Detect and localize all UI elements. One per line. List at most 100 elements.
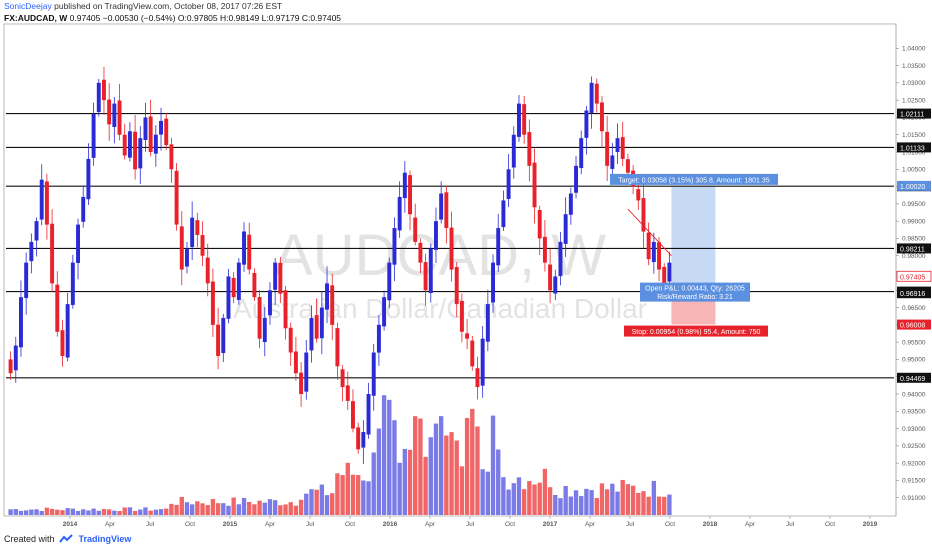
candle-body [122,134,127,156]
candle-body [330,285,335,325]
candle-body [117,100,122,135]
volume-bar [106,509,112,515]
volume-bar [553,494,558,515]
price-chart[interactable]: AUDCAD, W Australian Dollar/Canadian Dol… [0,0,932,534]
time-axis: 2014 Apr Jul Oct 2015 Apr Jul Oct 2016 Apr Jul Oct 2… [63,516,878,528]
volume-bar [91,508,96,515]
candle-body [537,210,542,239]
volume-bar [449,432,454,515]
candle-body [408,175,413,215]
volume-bar [335,473,340,515]
candle-body [164,118,169,146]
stop-label-bg [624,325,768,337]
candle-body [449,227,454,270]
volume-bar [132,510,138,515]
volume-bar [252,504,257,515]
volume-bar [345,462,350,515]
candle-body [174,170,179,225]
x-tick-label: 2016 [383,521,398,528]
candle-body [532,162,537,208]
volume-bar [117,511,122,515]
target-label: Target: 0.03058 (3.15%) 305.8, Amount: 1… [618,177,769,184]
volume-bar [267,499,273,515]
volume-bar [470,408,475,515]
candle-body [29,241,34,262]
candle-body [112,103,117,127]
volume-bar [604,489,610,515]
candle-body [376,324,381,353]
volume-bar [278,505,283,515]
volume-bar [366,481,371,515]
volume-bar [641,491,646,515]
y-tick-label: 0.99500 [902,201,926,208]
volume-bar [625,484,631,515]
volume-bar [599,483,605,515]
candle-body [350,401,355,429]
volume-bar [55,509,60,515]
volume-bar [215,503,221,515]
volume-bar [579,496,584,515]
author-link[interactable]: SonicDeejay [4,1,52,11]
candle-body [548,264,553,291]
candle-body [138,138,143,169]
candle-body [491,262,496,303]
x-tick-label: 2014 [63,521,78,528]
volume-bar [537,482,542,515]
volume-bar [464,417,470,515]
candle-body [465,333,470,339]
y-tick-label: 0.95500 [902,339,926,346]
candle-body [101,79,106,101]
y-tick-label: 1.01000 [902,149,926,156]
candle-body [13,345,18,371]
x-tick-label: Jul [786,521,795,528]
x-tick-label: 2015 [223,521,238,528]
volume-bar [350,474,356,515]
volume-bar [18,510,24,515]
volume-bar [532,484,537,515]
candle-body [190,217,195,247]
tradingview-brand[interactable]: TradingView [78,534,132,544]
volume-bar [475,426,480,515]
volume-bar [49,508,55,515]
candle-body [50,223,55,284]
volume-bar [200,503,205,515]
candle-body [356,427,361,450]
candle-body [413,217,418,242]
volume-bar [547,487,553,515]
candle-body [55,284,60,332]
volume-bar [283,504,288,515]
volume-bar [169,503,174,515]
volume-bar [247,501,252,515]
volume-bar [60,510,65,515]
candle-body [210,281,215,325]
volume-bar [39,511,44,515]
position-zones [671,185,716,325]
volume-bar [620,479,625,515]
volume-bar [485,471,491,515]
volume-bar [8,509,13,515]
candle-body [511,134,516,168]
volume-bar [646,496,651,515]
volume-bar [610,483,615,515]
candle-body [216,324,221,356]
volume-bar [127,507,133,515]
volume-bar [75,511,81,515]
candle-body [273,262,278,290]
candle-body [615,138,620,153]
candle-body [76,224,81,263]
x-tick-label: Apr [105,521,116,528]
x-tick-label: Oct [505,521,515,528]
x-tick-label: Apr [585,521,596,528]
volume-bar [272,500,278,515]
symbol-name[interactable]: FX:AUDCAD, W [4,13,68,23]
level-price-label: 0.98211 [900,246,925,253]
level-price-label-bg [897,372,931,383]
volume-bar [184,502,190,515]
close-value: C:0.97405 [301,13,342,23]
candle-body [70,262,75,305]
volume-bar [667,494,672,515]
candle-body [584,110,589,138]
candle-body [594,83,599,104]
level-price-label: 0.94469 [900,376,925,383]
volume-bar [101,509,107,515]
